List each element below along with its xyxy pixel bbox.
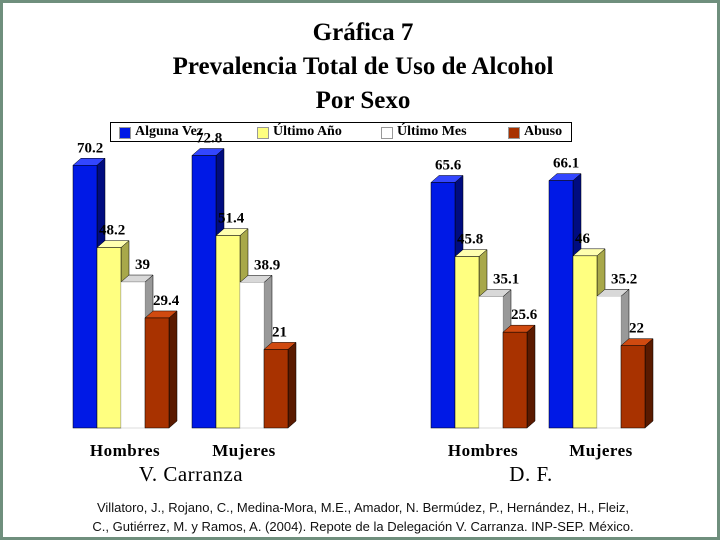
- bar-side-abuso-3: [644, 338, 654, 429]
- bar-ultimo-mes-2: [478, 296, 504, 429]
- value-label-abuso-3: 22: [629, 321, 644, 337]
- bar-abuso-2: [502, 331, 528, 429]
- legend: Alguna Vez Último Año Último Mes Abuso: [110, 122, 572, 142]
- group-label-0: V. Carranza: [139, 462, 243, 486]
- bar-ultimo-mes-1: [239, 282, 265, 429]
- bar-chart: 70.2 48.2 39 29.4 Hombres 72.8 51.4 38.9 21 Mujer…: [72, 131, 654, 486]
- value-label-alguna-vez-2: 65.6: [435, 157, 462, 173]
- bar-ultimo-ano-3: [572, 255, 598, 429]
- group-label-1: D. F.: [509, 462, 552, 486]
- category-label-3: Mujeres: [569, 441, 633, 460]
- value-label-ultimo-mes-0: 39: [135, 257, 150, 273]
- source-citation: Villatoro, J., Rojano, C., Medina-Mora, …: [3, 498, 720, 536]
- bar-side-abuso-0: [168, 310, 178, 429]
- legend-label-ultimo-mes: Último Mes: [397, 124, 467, 139]
- bar-ultimo-ano-2: [454, 256, 480, 429]
- value-label-ultimo-ano-3: 46: [575, 231, 591, 247]
- category-label-2: Hombres: [448, 441, 518, 460]
- source-line-1: Villatoro, J., Rojano, C., Medina-Mora, …: [96, 500, 630, 515]
- source-line-2: C., Gutiérrez, M. y Ramos, A. (2004). Re…: [92, 519, 634, 534]
- legend-swatch-alguna-vez: [119, 127, 131, 139]
- bar-alguna-vez-2: [430, 182, 456, 429]
- value-label-ultimo-mes-1: 38.9: [254, 257, 280, 273]
- legend-swatch-abuso: [508, 127, 520, 139]
- value-label-abuso-1: 21: [272, 324, 287, 340]
- value-label-ultimo-mes-2: 35.1: [493, 272, 519, 288]
- value-label-abuso-2: 25.6: [511, 307, 538, 323]
- category-label-0: Hombres: [90, 441, 160, 460]
- value-label-ultimo-mes-3: 35.2: [611, 271, 637, 287]
- bar-abuso-1: [263, 349, 289, 429]
- legend-label-abuso: Abuso: [524, 124, 563, 139]
- value-label-alguna-vez-1: 72.8: [196, 131, 222, 147]
- bar-abuso-3: [620, 345, 646, 429]
- legend-label-alguna-vez: Alguna Vez: [135, 124, 204, 139]
- bar-ultimo-ano-1: [215, 235, 241, 429]
- bar-side-abuso-1: [287, 341, 297, 429]
- value-label-ultimo-ano-0: 48.2: [99, 223, 125, 239]
- category-label-1: Mujeres: [212, 441, 276, 460]
- value-label-ultimo-ano-1: 51.4: [218, 211, 245, 227]
- value-label-abuso-0: 29.4: [153, 293, 180, 309]
- value-label-alguna-vez-3: 66.1: [553, 156, 579, 172]
- bar-abuso-0: [144, 317, 170, 429]
- legend-swatch-ultimo-mes: [381, 127, 393, 139]
- value-label-alguna-vez-0: 70.2: [77, 140, 103, 156]
- legend-label-ultimo-ano: Último Año: [273, 124, 342, 139]
- bar-ultimo-mes-3: [596, 296, 622, 429]
- bar-side-abuso-2: [526, 324, 536, 429]
- bar-ultimo-mes-0: [120, 281, 146, 429]
- bar-alguna-vez-1: [191, 155, 217, 429]
- legend-swatch-ultimo-ano: [257, 127, 269, 139]
- chart-title-line-2: Prevalencia Total de Uso de Alcohol: [172, 53, 554, 80]
- chart-title-line-1: Gráfica 7: [312, 19, 414, 46]
- chart-title-line-3: Por Sexo: [315, 87, 411, 114]
- bar-ultimo-ano-0: [96, 247, 122, 429]
- bar-alguna-vez-3: [548, 180, 574, 429]
- bar-alguna-vez-0: [72, 165, 98, 429]
- value-label-ultimo-ano-2: 45.8: [457, 232, 483, 248]
